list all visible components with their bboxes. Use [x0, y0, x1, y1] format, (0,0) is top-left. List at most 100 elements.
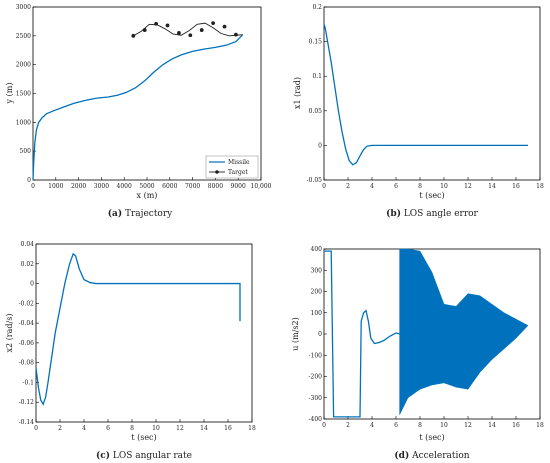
x-tick-label: 14 — [488, 183, 496, 190]
series-line-target — [133, 22, 243, 37]
y-tick-label: 200 — [311, 289, 323, 296]
x-tick-label: 10 — [152, 425, 160, 432]
panel-a: 0 1000 2000 3000 4000 5000 6000 7000 8000 9000 10,… — [5, 4, 272, 219]
target-marker — [165, 23, 170, 28]
axes-frame-c — [35, 243, 253, 423]
target-marker — [211, 21, 216, 26]
y-tick-label: 2500 — [16, 33, 31, 40]
x-tick-label: 16 — [512, 183, 520, 190]
ylabel-c: x2 (rad/s) — [5, 314, 14, 353]
x-tick-label: 5000 — [139, 183, 154, 190]
caption-b: (b) LOS angle error — [386, 208, 478, 219]
target-marker — [222, 24, 227, 29]
x-tick-label: 0 — [322, 422, 326, 429]
y-tick-label: 3000 — [16, 4, 31, 11]
y-tick-label: -0.04 — [19, 320, 35, 327]
legend-a: Missile Target — [205, 155, 259, 179]
y-tick-label: 0 — [318, 142, 322, 149]
x-tick-label: 6 — [106, 425, 110, 432]
y-tick-label: -300 — [309, 395, 323, 402]
x-tick-label: 4 — [370, 422, 374, 429]
y-tick-label: 0.02 — [21, 261, 35, 268]
x-tick-label: 10 — [440, 422, 448, 429]
x-tick-label: 14 — [200, 425, 208, 432]
y-tick-label: 0.2 — [312, 4, 322, 11]
x-tick-label: 12 — [464, 422, 472, 429]
x-tick-label: 9000 — [231, 183, 246, 190]
legend-target: Target — [228, 169, 248, 176]
x-tick-label: 12 — [176, 425, 184, 432]
y-tick-label: 0 — [27, 177, 31, 184]
y-tick-label: 1000 — [16, 119, 31, 126]
x-tick-label: 3000 — [94, 183, 109, 190]
x-tick-label: 8 — [130, 425, 134, 432]
series-line-p2-0 — [35, 252, 241, 406]
x-tick-label: 2 — [346, 183, 350, 190]
x-tick-label: 8 — [418, 422, 422, 429]
axes-frame-a — [32, 6, 262, 181]
x-tick-label: 0 — [31, 183, 35, 190]
y-tick-label: -0.05 — [307, 177, 323, 184]
legend-target-marker — [215, 170, 219, 174]
x-tick-label: 6 — [394, 422, 398, 429]
ylabel-d: u (m/s2) — [291, 317, 300, 350]
y-tick-label: -0.02 — [19, 300, 35, 307]
x-tick-label: 2 — [346, 422, 350, 429]
x-tick-label: 18 — [536, 422, 544, 429]
axes-frame-b — [323, 6, 541, 181]
y-tick-label: -0.1 — [22, 379, 34, 386]
x-tick-label: 2000 — [71, 183, 86, 190]
panel-c: 0 2 4 6 8 10 12 14 16 18 -0.14 -0.12 -0.1 -0.08 -0.06 -… — [5, 241, 256, 461]
x-tick-label: 4 — [370, 183, 374, 190]
target-marker — [142, 28, 147, 32]
target-marker — [234, 32, 238, 37]
series-line-p1-0 — [323, 24, 528, 166]
panel-d: 0 2 4 6 8 10 12 14 16 18 -400 -300 -200 -100 0 100 200 30… — [291, 246, 544, 461]
caption-c: (c) LOS angular rate — [96, 450, 192, 461]
series-line-missile — [32, 34, 244, 181]
xlabel-a: x (m) — [137, 191, 158, 200]
x-tick-label: 0 — [34, 425, 38, 432]
caption-d: (d) Acceleration — [394, 450, 469, 461]
x-tick-label: 12 — [464, 183, 472, 190]
ylabel-a: y (m) — [5, 83, 14, 105]
y-tick-label: -0.12 — [19, 399, 35, 406]
legend-missile: Missile — [228, 159, 250, 166]
y-tick-label: 300 — [311, 267, 323, 274]
y-tick-label: 0.05 — [309, 108, 323, 115]
x-tick-label: 1000 — [48, 183, 63, 190]
y-tick-label: 0.04 — [21, 241, 35, 248]
oscillation-band — [399, 248, 529, 415]
x-tick-label: 7000 — [185, 183, 200, 190]
x-tick-label: 8000 — [208, 183, 223, 190]
target-marker — [177, 31, 181, 35]
y-tick-label: 400 — [311, 246, 323, 253]
target-marker — [131, 33, 136, 38]
xlabel-c: t (sec) — [131, 433, 156, 442]
x-tick-label: 2 — [58, 425, 62, 432]
target-marker — [199, 28, 204, 32]
y-tick-label: -100 — [309, 352, 323, 359]
y-tick-label: -400 — [309, 416, 323, 423]
x-tick-label: 8 — [418, 183, 422, 190]
ylabel-b: x1 (rad) — [293, 77, 302, 109]
y-tick-label: -200 — [309, 374, 323, 381]
y-tick-label: 0 — [318, 331, 322, 338]
y-tick-label: -0.14 — [19, 419, 35, 426]
x-tick-label: 6 — [394, 183, 398, 190]
y-tick-label: 100 — [311, 310, 323, 317]
xlabel-b: t (sec) — [419, 191, 444, 200]
y-tick-label: -0.08 — [19, 360, 35, 367]
target-marker — [154, 21, 159, 26]
x-tick-label: 0 — [322, 183, 326, 190]
y-tick-label: 2000 — [16, 62, 31, 69]
y-tick-label: 0.1 — [312, 73, 322, 80]
x-tick-label: 4 — [82, 425, 86, 432]
xlabel-d: t (sec) — [419, 433, 444, 442]
target-marker — [188, 33, 193, 38]
x-tick-label: 10 — [440, 183, 448, 190]
x-tick-label: 16 — [512, 422, 520, 429]
x-tick-label: 4000 — [117, 183, 132, 190]
